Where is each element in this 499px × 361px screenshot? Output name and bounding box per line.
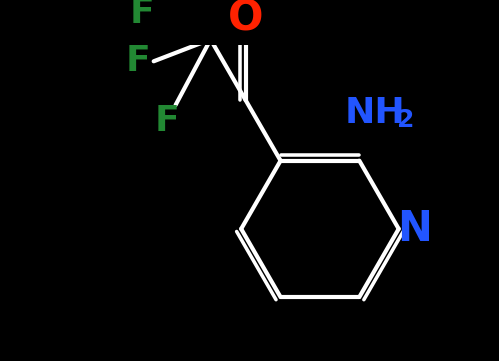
Text: 2: 2 <box>397 108 414 131</box>
Text: O: O <box>228 0 263 40</box>
Text: NH: NH <box>345 96 406 130</box>
Text: F: F <box>130 0 155 30</box>
Text: F: F <box>154 104 179 138</box>
Text: N: N <box>397 208 432 250</box>
Text: F: F <box>126 44 150 78</box>
